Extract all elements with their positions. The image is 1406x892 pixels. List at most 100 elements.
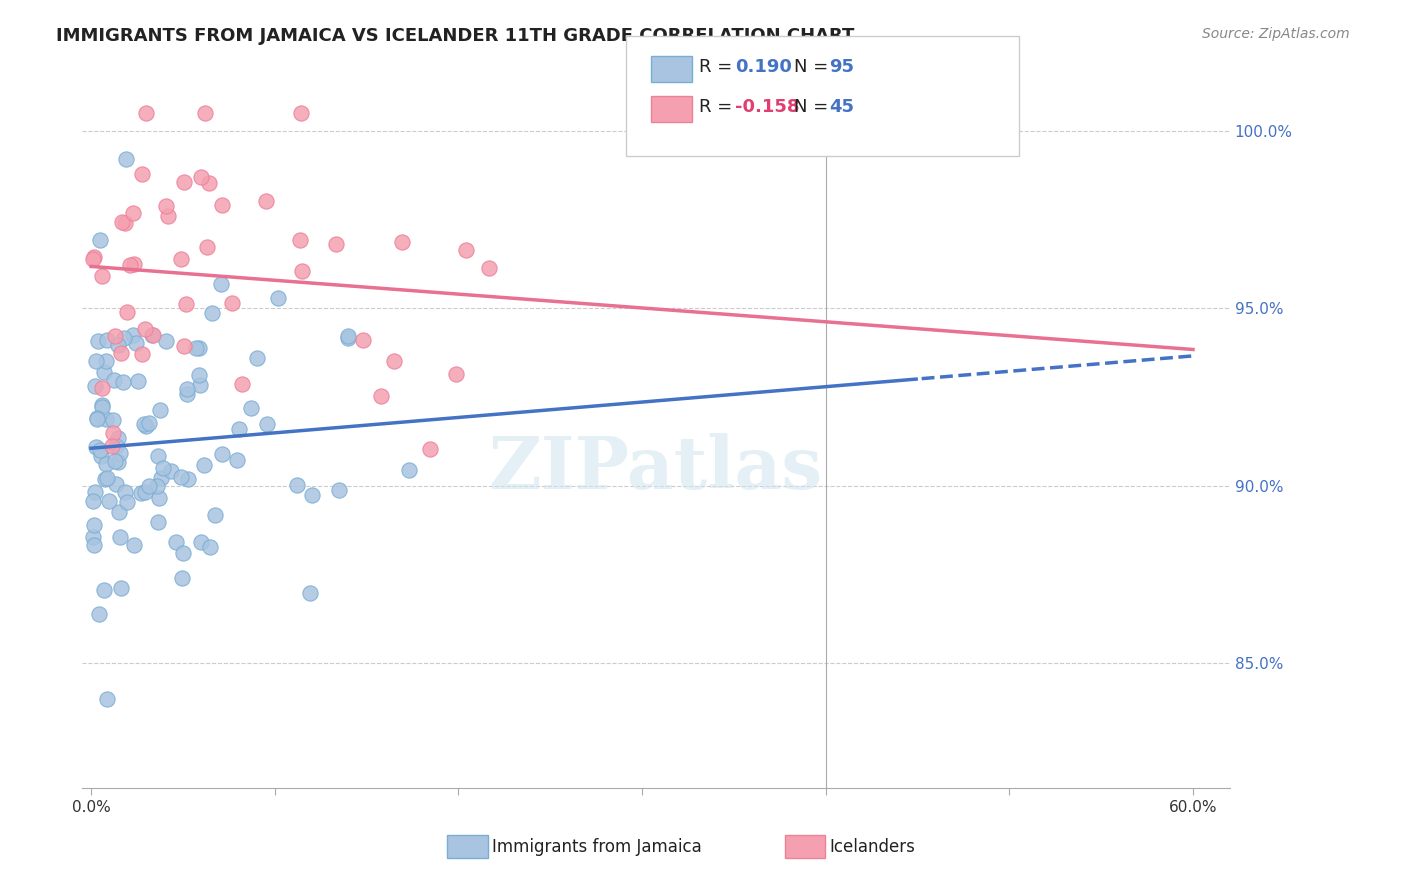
Point — [121, 328, 143, 343]
Point — [129, 486, 152, 500]
Point — [444, 368, 467, 382]
Point — [94, 412, 117, 426]
Point — [112, 331, 135, 345]
Point — [111, 215, 134, 229]
Point — [86, 412, 108, 426]
Point — [134, 417, 156, 431]
Point — [114, 215, 136, 229]
Point — [478, 260, 501, 275]
Point — [83, 518, 105, 533]
Point — [83, 485, 105, 500]
Point — [91, 400, 114, 414]
Point — [104, 453, 127, 467]
Point — [170, 252, 193, 266]
Point — [173, 339, 195, 353]
Point — [165, 534, 187, 549]
Point — [83, 250, 105, 264]
Point — [177, 472, 200, 486]
Point — [195, 240, 218, 254]
Point — [152, 461, 174, 475]
Text: N =: N = — [794, 98, 834, 116]
Point — [231, 377, 253, 392]
Point — [142, 328, 165, 343]
Point — [101, 412, 124, 426]
Point — [84, 379, 107, 393]
Point — [117, 304, 139, 318]
Point — [288, 233, 311, 247]
Point — [84, 353, 107, 368]
Point — [89, 233, 111, 247]
Point — [352, 333, 374, 347]
Point — [186, 341, 208, 355]
Point — [82, 494, 104, 508]
Text: ZIPatlas: ZIPatlas — [489, 433, 823, 504]
Point — [382, 353, 405, 368]
Point — [155, 199, 177, 213]
Point — [131, 167, 153, 181]
Point — [122, 538, 145, 552]
Point — [170, 571, 193, 585]
Point — [201, 306, 224, 320]
Point — [91, 398, 114, 412]
Point — [90, 449, 112, 463]
Point — [193, 458, 215, 473]
Point — [122, 206, 145, 220]
Point — [108, 530, 131, 544]
Point — [454, 244, 477, 258]
Point — [194, 106, 217, 120]
Text: -0.158: -0.158 — [735, 98, 800, 116]
Text: 95: 95 — [830, 58, 855, 76]
Point — [290, 106, 312, 120]
Point — [188, 378, 211, 392]
Point — [336, 329, 359, 343]
Point — [204, 508, 226, 523]
Text: Immigrants from Jamaica: Immigrants from Jamaica — [492, 838, 702, 855]
Point — [100, 439, 122, 453]
Point — [87, 334, 110, 348]
Point — [172, 546, 194, 560]
Point — [94, 458, 117, 472]
Point — [107, 431, 129, 445]
Point — [146, 450, 169, 464]
Point — [124, 257, 146, 271]
Point — [82, 530, 104, 544]
Point — [146, 515, 169, 529]
Point — [160, 464, 183, 478]
Point — [325, 236, 347, 251]
Point — [209, 277, 232, 291]
Point — [107, 505, 129, 519]
Point — [114, 153, 136, 167]
Point — [245, 351, 267, 365]
Point — [170, 470, 193, 484]
Point — [104, 328, 127, 343]
Point — [240, 401, 263, 415]
Point — [285, 478, 308, 492]
Point — [298, 586, 321, 600]
Point — [155, 334, 177, 348]
Point — [198, 176, 221, 190]
Point — [89, 442, 111, 457]
Text: 0.190: 0.190 — [735, 58, 792, 76]
Point — [146, 479, 169, 493]
Point — [141, 327, 163, 342]
Point — [291, 264, 314, 278]
Point — [134, 484, 156, 499]
Point — [107, 455, 129, 469]
Point — [419, 442, 441, 457]
Point — [91, 268, 114, 283]
Point — [226, 453, 249, 467]
Point — [101, 425, 124, 440]
Point — [188, 341, 211, 355]
Point — [115, 495, 138, 509]
Point — [157, 209, 180, 223]
Point — [118, 258, 141, 272]
Point — [267, 291, 290, 305]
Text: R =: R = — [699, 98, 738, 116]
Point — [190, 169, 212, 184]
Point — [108, 446, 131, 460]
Point — [370, 389, 392, 403]
Point — [149, 471, 172, 485]
Point — [148, 491, 170, 506]
Point — [256, 417, 278, 431]
Point — [173, 175, 195, 189]
